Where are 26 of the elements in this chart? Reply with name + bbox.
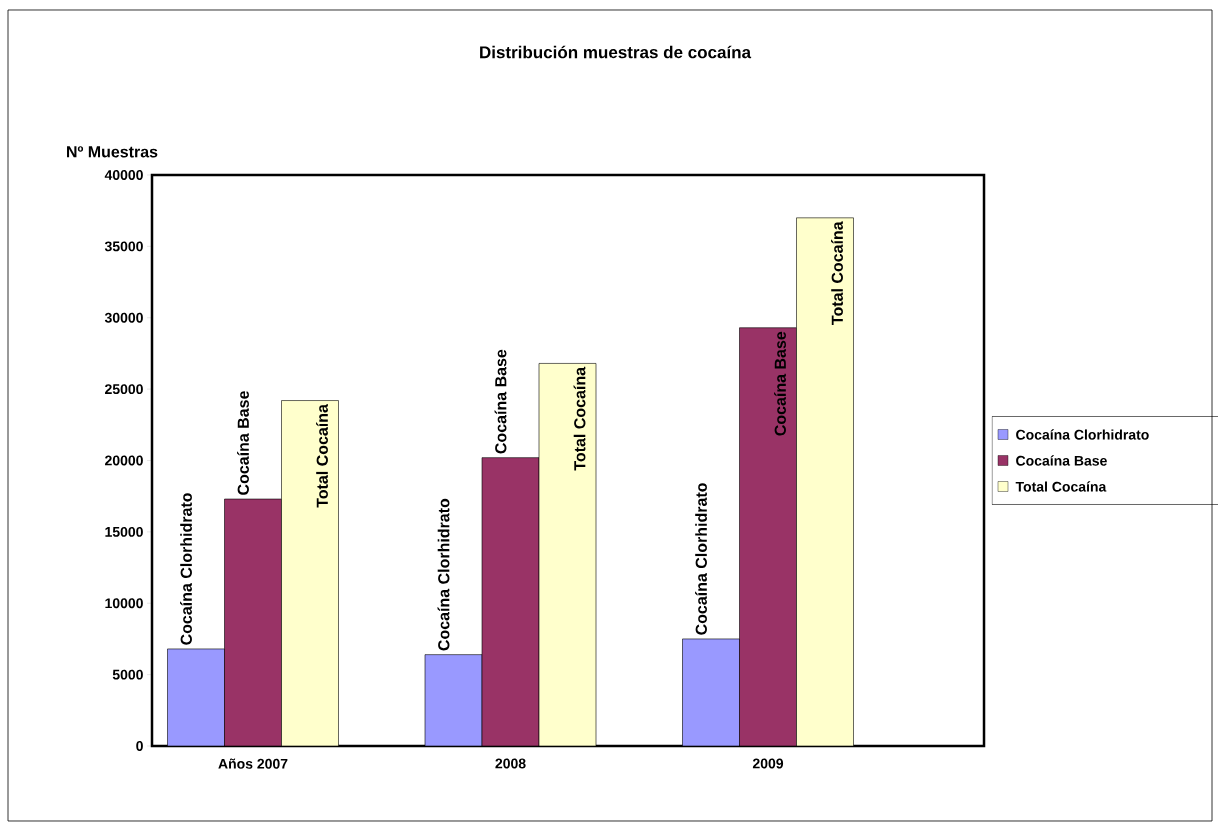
text: Total Cocaína (316, 403, 328, 508)
text: Cocaína Base (494, 349, 507, 454)
text: Cocaína Clorhidrato (695, 483, 707, 635)
x-tick-label: 2009 (752, 758, 784, 769)
y-tick-label: 25000 (105, 384, 143, 395)
legend-label: Total Cocaína (1015, 481, 1107, 492)
text: Cocaína Clorhidrato (437, 498, 450, 651)
x-tick-label: Años 2007 (218, 758, 288, 769)
legend-label: Cocaína Base (1016, 455, 1107, 466)
y-tick-label: 15000 (105, 526, 143, 537)
text: Cocaína Base (774, 331, 786, 436)
y-axis-title: Nº Muestras (67, 146, 158, 158)
text: Cocaína Clorhidrato (180, 493, 192, 645)
x-tick-label: 2008 (495, 758, 526, 769)
text: Cocaína Base (237, 391, 249, 495)
y-tick-label: 0 (136, 741, 143, 751)
y-tick-label: 40000 (104, 170, 143, 180)
text: Total Cocaína (831, 221, 843, 325)
y-tick-label: 30000 (104, 312, 143, 323)
text: Total Cocaína (573, 366, 586, 471)
y-tick-label: 35000 (104, 241, 143, 252)
chart-title: Distribución muestras de cocaína (480, 45, 752, 59)
y-tick-label: 20000 (105, 455, 143, 466)
legend-label: Cocaína Clorhidrato (1016, 429, 1149, 440)
y-tick-label: 10000 (105, 598, 143, 609)
y-tick-label: 5000 (112, 669, 143, 680)
